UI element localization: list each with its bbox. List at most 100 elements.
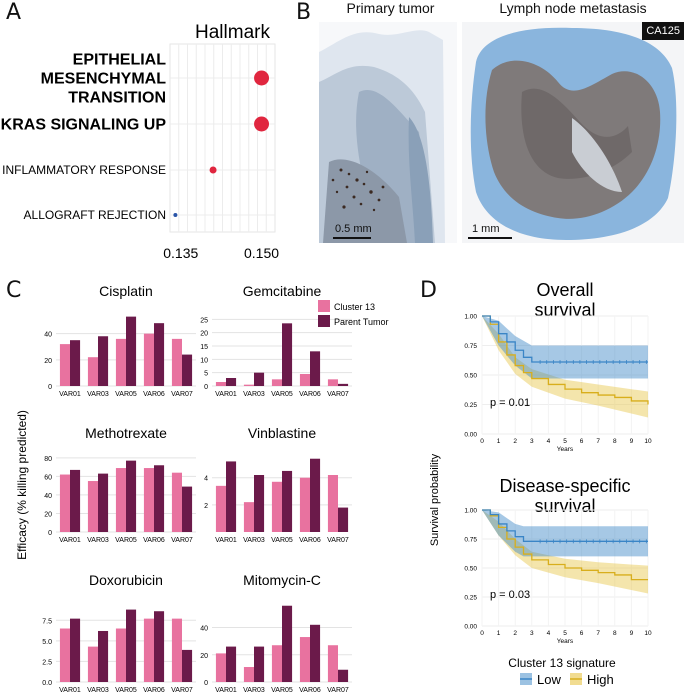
- legend-label-cluster13: Cluster 13: [334, 302, 375, 312]
- drug-xtick-label: VAR01: [215, 687, 237, 693]
- survival-ytick-label: 0.75: [464, 343, 477, 350]
- panel-label-b: B: [296, 0, 312, 25]
- survival-ytick-label: 0.00: [464, 432, 477, 439]
- hallmark-category-label: TRANSITION: [68, 90, 166, 107]
- drug-xtick-label: VAR07: [327, 687, 349, 693]
- bar-cluster13: [215, 653, 226, 682]
- bar-cluster13: [115, 468, 126, 532]
- drug-xtick-label: VAR06: [299, 687, 321, 693]
- drug-title: Mitomycin-C: [243, 572, 321, 588]
- panel-label-d: D: [420, 278, 437, 303]
- survival-ytick-label: 0.50: [464, 373, 477, 380]
- drug-ytick-label: 80: [44, 456, 52, 463]
- survival-xtick-label: 1: [497, 438, 501, 445]
- hallmark-dot: [209, 166, 217, 174]
- legend-swatch-cluster13: [318, 300, 330, 312]
- drug-xtick-label: VAR07: [171, 391, 193, 398]
- drug-ytick-label: 0: [204, 384, 208, 391]
- drug-xtick-label: VAR03: [87, 391, 109, 398]
- bar-cluster13: [299, 637, 310, 682]
- drug-ytick-label: 2: [204, 503, 208, 510]
- survival-xtick-label: 8: [613, 630, 617, 637]
- bar-cluster13: [327, 379, 338, 386]
- bar-parent-tumor: [226, 378, 237, 386]
- drug-xtick-label: VAR05: [115, 391, 137, 398]
- bar-cluster13: [59, 474, 70, 532]
- survival-ytick-label: 0.00: [464, 624, 477, 631]
- hallmark-category-label: ALLOGRAFT REJECTION: [24, 208, 166, 222]
- bar-parent-tumor: [338, 507, 349, 532]
- survival-xtick-label: 7: [596, 630, 600, 637]
- hallmark-xtick-label: 0.135: [163, 245, 198, 261]
- legend-swatch-parent: [318, 315, 330, 327]
- bar-parent-tumor: [126, 316, 137, 386]
- survival-xtick-label: 9: [630, 438, 634, 445]
- survival-xtick-label: 6: [580, 438, 584, 445]
- scale-bar-lymph: 1 mm: [472, 223, 500, 235]
- survival-xtick-label: 7: [596, 438, 600, 445]
- bar-cluster13: [243, 384, 254, 386]
- drug-xtick-label: VAR01: [215, 537, 237, 544]
- drug-ytick-label: 25: [200, 317, 208, 324]
- drug-ytick-label: 60: [44, 474, 52, 481]
- bar-parent-tumor: [70, 618, 81, 682]
- survival-xtick-label: 8: [613, 438, 617, 445]
- bar-parent-tumor: [282, 323, 293, 386]
- drug-xtick-label: VAR03: [243, 687, 265, 693]
- ca125-badge: CA125: [642, 22, 684, 40]
- bar-cluster13: [215, 382, 226, 386]
- survival-xtick-label: 1: [497, 630, 501, 637]
- drug-xtick-label: VAR01: [59, 391, 81, 398]
- survival-ytick-label: 1.00: [464, 314, 477, 321]
- survival-curves: Survival probabilityOverallsurvival0.000…: [429, 280, 652, 687]
- survival-xtick-label: 4: [547, 438, 551, 445]
- drug-title: Vinblastine: [248, 425, 316, 441]
- hallmark-category-label: EPITHELIAL: [73, 52, 167, 69]
- bar-cluster13: [87, 646, 98, 682]
- bar-cluster13: [59, 344, 70, 386]
- primary-tumor-title: Primary tumor: [346, 0, 435, 16]
- scale-bar-primary: 0.5 mm: [335, 223, 372, 235]
- hallmark-category-label: INFLAMMATORY RESPONSE: [2, 163, 166, 177]
- survival-xlabel: Years: [557, 638, 574, 645]
- drug-xtick-label: VAR01: [59, 687, 81, 693]
- drug-ytick-label: 5.0: [42, 639, 52, 646]
- survival-ytick-label: 0.75: [464, 537, 477, 544]
- drug-xtick-label: VAR01: [215, 391, 237, 398]
- survival-title: Overall: [536, 280, 593, 300]
- drug-title: Doxorubicin: [89, 572, 163, 588]
- efficacy-bar-charts: Efficacy (% killing predicted) Cisplatin 0…: [15, 283, 389, 693]
- drug-xtick-label: VAR07: [171, 687, 193, 693]
- bar-cluster13: [143, 333, 154, 386]
- bar-parent-tumor: [282, 605, 293, 682]
- drug-xtick-label: VAR06: [299, 537, 321, 544]
- bar-cluster13: [271, 645, 282, 682]
- drug-xtick-label: VAR06: [143, 537, 165, 544]
- survival-xtick-label: 3: [530, 630, 534, 637]
- drug-xtick-label: VAR03: [87, 687, 109, 693]
- drug-ytick-label: 20: [44, 511, 52, 518]
- bar-parent-tumor: [254, 372, 265, 386]
- bar-cluster13: [87, 357, 98, 386]
- bar-cluster13: [299, 374, 310, 386]
- survival-line-low: [482, 509, 648, 542]
- bar-cluster13: [171, 618, 182, 682]
- survival-xtick-label: 3: [530, 438, 534, 445]
- bar-parent-tumor: [310, 458, 321, 532]
- survival-ylabel: Survival probability: [429, 453, 441, 546]
- bar-cluster13: [243, 502, 254, 532]
- survival-ytick-label: 0.25: [464, 402, 477, 409]
- survival-line-high: [482, 315, 649, 405]
- survival-legend-title: Cluster 13 signature: [508, 656, 616, 670]
- drug-title: Gemcitabine: [243, 283, 322, 299]
- drug-ytick-label: 2.5: [42, 659, 52, 666]
- drug-xtick-label: VAR01: [59, 537, 81, 544]
- bar-parent-tumor: [154, 465, 165, 532]
- survival-xlabel: Years: [557, 446, 574, 453]
- hallmark-xtick-label: 0.150: [244, 245, 279, 261]
- bar-cluster13: [115, 628, 126, 682]
- efficacy-ylabel: Efficacy (% killing predicted): [15, 410, 29, 560]
- drug-title: Cisplatin: [99, 283, 153, 299]
- drug-ytick-label: 20: [200, 331, 208, 338]
- hallmark-dot-plot: Hallmark EPITHELIAL MESENCHYMAL TRANSITION K…: [1, 22, 280, 261]
